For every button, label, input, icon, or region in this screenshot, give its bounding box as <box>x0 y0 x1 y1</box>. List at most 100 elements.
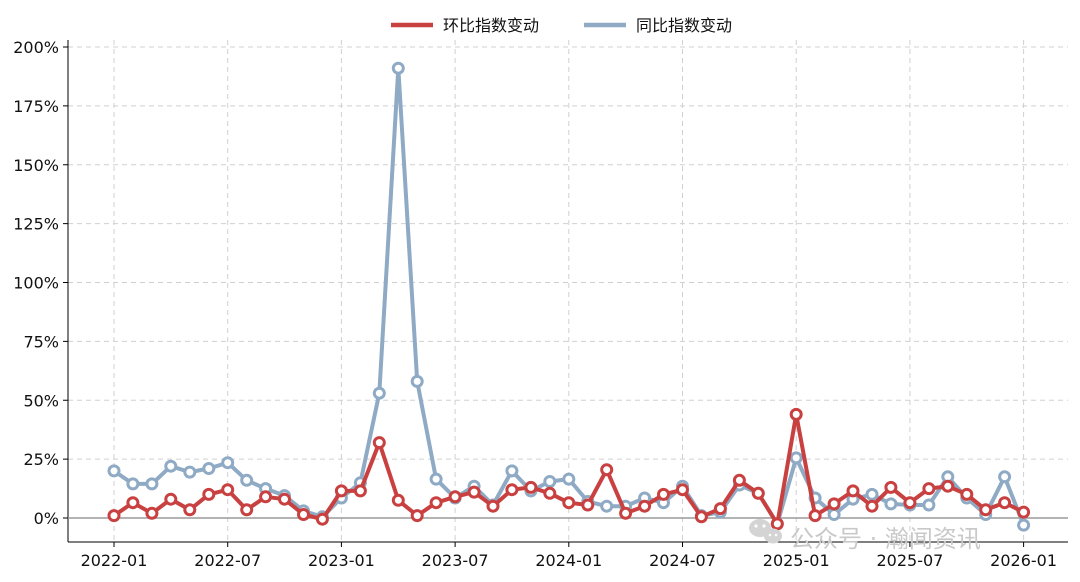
legend-label-mom: 环比指数变动 <box>443 16 539 35</box>
data-point-mom <box>353 484 367 498</box>
x-tick-label: 2024-07 <box>649 551 716 570</box>
data-point-mom <box>1017 505 1031 519</box>
data-point-mom <box>770 517 784 531</box>
data-point-mom <box>979 503 993 517</box>
y-tick-label: 50% <box>23 391 59 410</box>
data-point-yoy <box>126 477 140 491</box>
y-tick-label: 175% <box>13 97 59 116</box>
axes <box>67 40 1068 543</box>
data-point-mom <box>372 436 386 450</box>
data-point-yoy <box>1017 518 1031 532</box>
y-tick-label: 25% <box>23 450 59 469</box>
data-point-mom <box>562 496 576 510</box>
x-gridlines <box>113 40 1025 542</box>
data-point-yoy <box>372 386 386 400</box>
y-tick-label: 100% <box>13 274 59 293</box>
y-tick-label: 200% <box>13 38 59 57</box>
data-point-mom <box>315 512 329 526</box>
legend-label-yoy: 同比指数变动 <box>636 16 732 35</box>
data-point-mom <box>751 486 765 500</box>
data-point-mom <box>657 487 670 501</box>
data-point-yoy <box>240 473 254 487</box>
x-tick-label: 2025-07 <box>876 551 943 570</box>
data-point-mom <box>884 480 898 494</box>
watermark: 公众号 · 瀚闻资讯 <box>749 519 981 553</box>
x-tick-label: 2022-07 <box>194 551 261 570</box>
data-point-mom <box>676 483 689 497</box>
x-tick-label: 2026-01 <box>990 551 1057 570</box>
data-point-yoy <box>505 464 519 478</box>
x-tick-label: 2023-01 <box>308 551 375 570</box>
data-point-mom <box>827 497 841 511</box>
x-axis-ticks: 2022-01 2022-07 2023-01 2023-07 2024-01 2024-… <box>81 542 1057 570</box>
data-point-mom <box>164 492 178 506</box>
data-point-mom <box>410 509 424 523</box>
wechat-icon <box>749 519 782 544</box>
data-point-mom <box>297 508 310 521</box>
x-tick-label: 2024-01 <box>535 551 602 570</box>
data-point-yoy <box>600 499 614 513</box>
data-point-mom <box>600 463 614 477</box>
data-point-mom <box>183 503 197 517</box>
y-tick-label: 125% <box>13 215 59 234</box>
data-point-yoy <box>221 456 235 470</box>
series-group <box>107 61 1031 532</box>
data-point-yoy <box>922 498 936 512</box>
data-point-mom <box>638 499 652 513</box>
data-point-mom <box>448 490 462 504</box>
data-point-mom <box>960 487 974 501</box>
data-point-mom <box>581 498 595 512</box>
data-point-mom <box>240 503 254 517</box>
data-point-mom <box>922 482 936 496</box>
data-point-yoy <box>107 464 121 478</box>
data-point-mom <box>789 407 803 421</box>
x-tick-label: 2023-07 <box>422 551 489 570</box>
y-tick-label: 75% <box>23 332 59 351</box>
y-tick-label: 150% <box>13 156 59 175</box>
data-point-mom <box>126 496 140 510</box>
data-point-yoy <box>789 451 803 465</box>
data-point-mom <box>259 490 273 504</box>
y-gridlines <box>68 46 1068 460</box>
data-point-mom <box>619 506 633 520</box>
y-tick-label: 0% <box>34 509 59 528</box>
data-point-mom <box>486 499 500 513</box>
data-point-mom <box>941 479 955 493</box>
data-point-mom <box>429 496 443 510</box>
data-point-mom <box>202 487 216 501</box>
x-tick-label: 2022-01 <box>81 551 148 570</box>
data-point-mom <box>278 492 291 506</box>
data-point-mom <box>467 485 481 499</box>
data-point-mom <box>846 484 860 498</box>
x-tick-label: 2025-01 <box>763 551 830 570</box>
data-point-mom <box>543 486 557 500</box>
y-axis-ticks: 0% 25% 50% 75% 100% 125% 150% 175% 200% <box>13 38 68 528</box>
data-point-yoy <box>202 462 216 475</box>
data-point-yoy <box>562 472 576 486</box>
data-point-yoy <box>410 374 424 388</box>
data-point-yoy <box>164 459 178 473</box>
data-point-mom <box>334 484 348 498</box>
data-point-mom <box>221 483 235 497</box>
data-point-mom <box>808 509 822 523</box>
data-point-yoy <box>183 465 197 479</box>
data-point-yoy <box>429 472 443 486</box>
data-point-mom <box>903 496 917 510</box>
data-point-mom <box>524 480 538 494</box>
data-point-mom <box>865 499 879 513</box>
data-point-yoy <box>391 61 405 75</box>
data-point-yoy <box>865 487 879 501</box>
data-point-mom <box>694 510 708 524</box>
data-point-mom <box>107 509 121 523</box>
legend: 环比指数变动 同比指数变动 <box>391 16 732 35</box>
data-point-yoy <box>884 497 898 511</box>
data-point-mom <box>391 493 405 507</box>
data-point-mom <box>713 502 727 516</box>
data-point-yoy <box>827 508 841 521</box>
data-point-yoy <box>543 475 557 488</box>
watermark-text: 公众号 · 瀚闻资讯 <box>790 525 981 553</box>
data-point-mom <box>998 496 1012 510</box>
data-point-yoy <box>145 477 159 491</box>
data-point-mom <box>505 483 519 497</box>
